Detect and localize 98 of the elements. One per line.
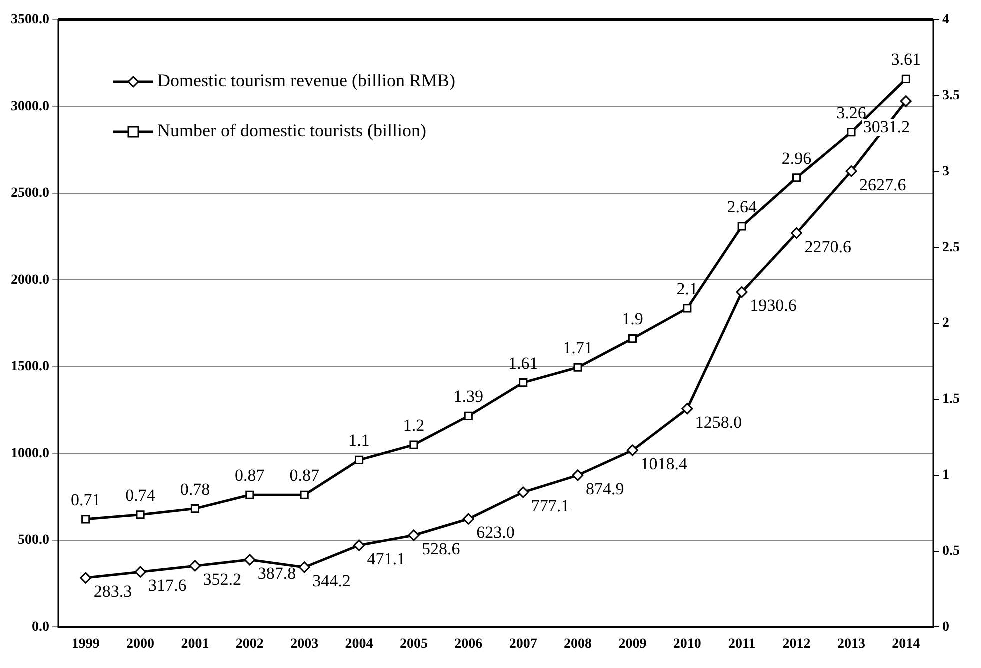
data-label: 0.87 xyxy=(235,466,266,486)
data-label: 471.1 xyxy=(367,549,406,568)
point xyxy=(902,74,910,84)
x-tick-label: 2005 xyxy=(400,637,428,652)
data-label: 1.9 xyxy=(622,310,644,329)
point xyxy=(410,440,418,450)
data-label: 623.0 xyxy=(476,523,515,542)
x-tick-label: 2009 xyxy=(618,637,647,652)
data-label: 874.9 xyxy=(586,479,624,498)
data-label: 1018.4 xyxy=(640,454,688,474)
data-label: 2.96 xyxy=(782,148,812,168)
point xyxy=(298,562,310,574)
point xyxy=(736,286,748,298)
point xyxy=(628,334,638,344)
data-label: 0.71 xyxy=(70,490,101,510)
x-tick-label: 2013 xyxy=(837,637,866,652)
x-tick-label: 1999 xyxy=(72,637,100,652)
x-tick-label: 2010 xyxy=(673,637,702,652)
point xyxy=(300,490,309,500)
point xyxy=(738,222,746,231)
data-label: 3031.2 xyxy=(863,117,910,136)
y-tick-label: 0.0 xyxy=(32,620,50,635)
data-label: 2270.6 xyxy=(804,237,852,256)
point xyxy=(189,560,201,572)
data-label: 3.61 xyxy=(891,50,922,70)
data-label: 1258.0 xyxy=(695,412,742,432)
legend-label: Domestic tourism revenue (billion RMB) xyxy=(158,70,456,91)
point xyxy=(519,378,528,388)
point xyxy=(792,174,802,182)
y2-tick-label: 1 xyxy=(942,468,950,484)
point xyxy=(464,412,473,420)
point xyxy=(246,490,254,500)
data-label: 283.3 xyxy=(94,582,132,602)
data-label: 1.39 xyxy=(454,387,484,406)
point xyxy=(683,304,692,313)
x-tick-label: 2000 xyxy=(126,637,155,652)
point xyxy=(572,470,584,482)
y2-tick-label: 3.5 xyxy=(942,88,960,104)
x-tick-label: 2012 xyxy=(782,637,811,652)
y2-tick-label: 0.5 xyxy=(942,544,960,559)
data-label: 2627.6 xyxy=(859,175,906,194)
x-tick-label: 2001 xyxy=(181,637,210,652)
y2-tick-label: 4 xyxy=(942,12,950,28)
point xyxy=(847,128,856,137)
point xyxy=(462,513,474,525)
x-tick-label: 2006 xyxy=(454,637,483,652)
point xyxy=(791,228,803,240)
point xyxy=(574,363,582,372)
data-label: 0.74 xyxy=(126,486,156,505)
y2-tick-label: 2.5 xyxy=(942,240,960,256)
point xyxy=(408,530,420,542)
point xyxy=(80,572,92,584)
point xyxy=(82,515,90,524)
y2-tick-label: 3 xyxy=(942,164,950,180)
legend-label: Number of domestic tourists (billion) xyxy=(158,120,426,141)
data-label: 352.2 xyxy=(203,570,242,590)
y-tick-label: 1000.0 xyxy=(11,446,50,462)
data-label: 1.61 xyxy=(508,354,538,373)
data-label: 1.1 xyxy=(348,431,370,450)
data-label: 2.64 xyxy=(727,197,758,216)
y2-tick-label: 2 xyxy=(942,316,950,332)
point xyxy=(354,456,364,465)
y-tick-label: 1500.0 xyxy=(11,360,50,375)
data-label: 2.1 xyxy=(676,279,698,298)
y-tick-label: 3500.0 xyxy=(11,12,50,28)
point xyxy=(846,166,858,178)
y-tick-label: 3000.0 xyxy=(11,99,50,114)
point xyxy=(626,444,638,456)
point xyxy=(136,510,145,520)
data-label: 387.8 xyxy=(258,564,296,583)
x-tick-label: 2011 xyxy=(728,637,756,652)
y2-tick-label: 0 xyxy=(942,620,950,635)
x-tick-label: 2008 xyxy=(564,637,592,652)
point xyxy=(900,96,912,108)
data-label: 317.6 xyxy=(148,576,187,596)
y-tick-label: 2000.0 xyxy=(11,272,50,288)
point xyxy=(518,486,530,498)
y2-tick-label: 1.5 xyxy=(942,392,960,408)
point xyxy=(190,504,200,514)
data-label: 0.78 xyxy=(180,480,210,499)
x-tick-label: 2007 xyxy=(509,637,538,652)
x-tick-label: 2003 xyxy=(290,637,319,652)
data-label: 1930.6 xyxy=(750,296,797,316)
data-label: 777.1 xyxy=(531,496,570,516)
data-label: 344.2 xyxy=(312,571,351,590)
point xyxy=(134,566,146,578)
point xyxy=(682,403,694,415)
data-label: 0.87 xyxy=(290,466,320,486)
y-tick-label: 2500.0 xyxy=(11,186,50,202)
y-tick-label: 500.0 xyxy=(18,533,50,548)
x-tick-label: 2004 xyxy=(345,637,374,652)
point xyxy=(244,554,256,566)
data-label: 1.71 xyxy=(563,338,593,358)
data-label: 528.6 xyxy=(422,539,460,558)
data-label: 1.2 xyxy=(403,416,425,436)
point xyxy=(354,540,366,552)
x-tick-label: 2014 xyxy=(892,637,920,652)
x-tick-label: 2002 xyxy=(236,637,264,652)
